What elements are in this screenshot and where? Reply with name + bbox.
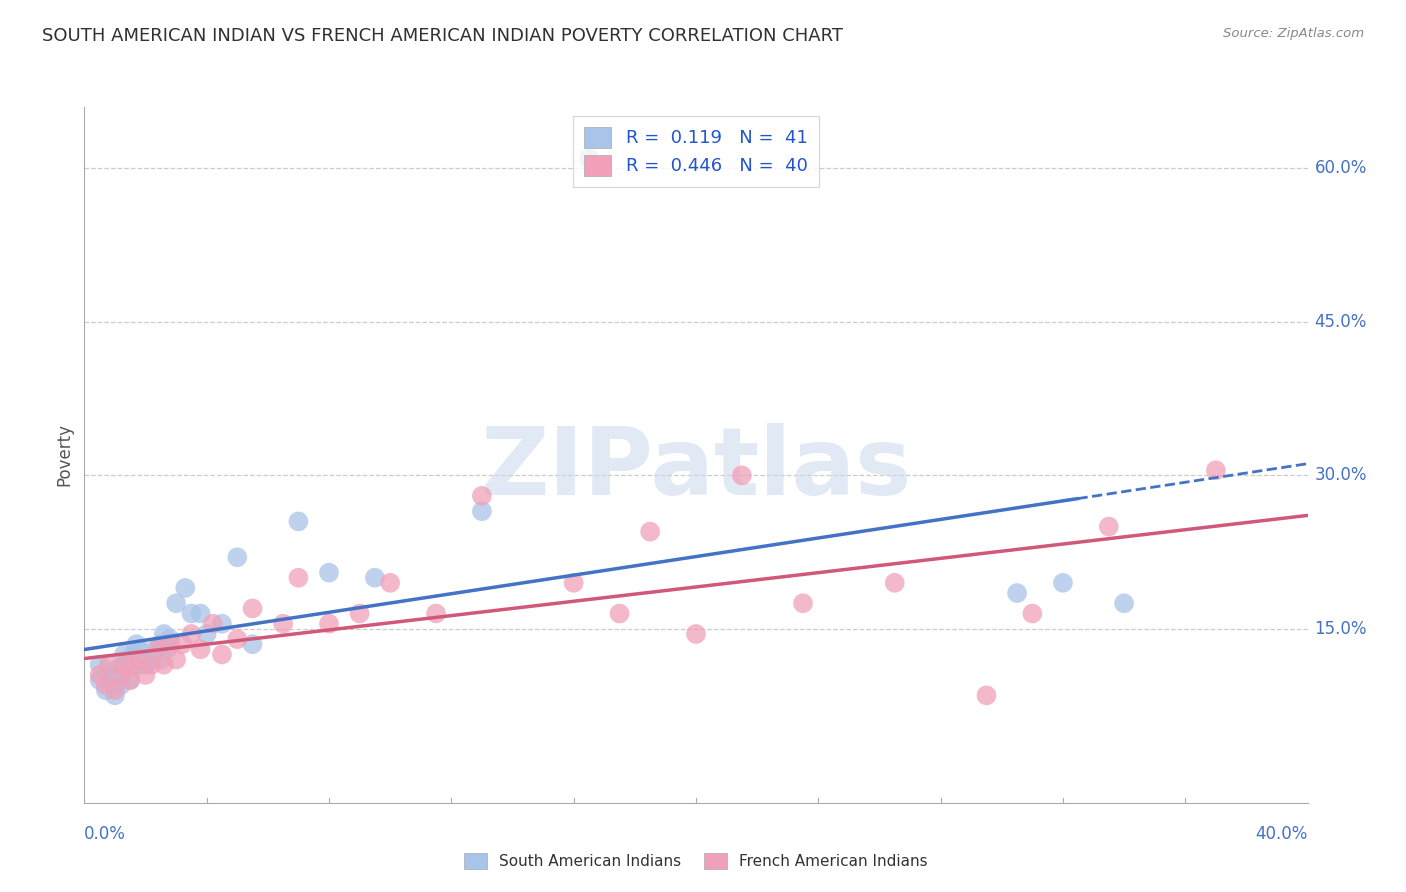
Point	[1005, 586, 1028, 600]
Point	[195, 627, 218, 641]
Point	[287, 571, 309, 585]
Text: 45.0%: 45.0%	[1315, 313, 1367, 331]
Text: SOUTH AMERICAN INDIAN VS FRENCH AMERICAN INDIAN POVERTY CORRELATION CHART: SOUTH AMERICAN INDIAN VS FRENCH AMERICAN…	[42, 27, 844, 45]
Point	[146, 642, 169, 657]
Point	[349, 607, 371, 621]
Point	[94, 683, 117, 698]
Point	[1021, 607, 1043, 621]
Point	[97, 668, 120, 682]
Point	[110, 668, 132, 682]
Point	[180, 607, 202, 621]
Point	[226, 550, 249, 565]
Point	[211, 648, 233, 662]
Point	[976, 689, 998, 703]
Point	[122, 657, 145, 672]
Point	[1098, 519, 1121, 533]
Point	[135, 668, 157, 682]
Text: 60.0%: 60.0%	[1315, 160, 1367, 178]
Text: 15.0%: 15.0%	[1315, 620, 1367, 638]
Point	[112, 648, 135, 662]
Point	[97, 657, 120, 672]
Point	[471, 489, 494, 503]
Point	[104, 689, 127, 703]
Point	[792, 596, 814, 610]
Point	[1114, 596, 1136, 610]
Text: ZIPatlas: ZIPatlas	[481, 423, 911, 515]
Point	[165, 652, 187, 666]
Point	[128, 657, 150, 672]
Point	[609, 607, 631, 621]
Point	[364, 571, 387, 585]
Point	[141, 657, 163, 672]
Legend: South American Indians, French American Indians: South American Indians, French American …	[458, 847, 934, 875]
Point	[153, 657, 176, 672]
Point	[578, 151, 600, 165]
Point	[149, 637, 172, 651]
Y-axis label: Poverty: Poverty	[55, 424, 73, 486]
Point	[122, 648, 145, 662]
Point	[883, 575, 905, 590]
Point	[180, 627, 202, 641]
Point	[287, 515, 309, 529]
Point	[120, 673, 142, 687]
Point	[135, 657, 157, 672]
Point	[89, 673, 111, 687]
Point	[638, 524, 661, 539]
Point	[159, 632, 181, 646]
Point	[174, 581, 197, 595]
Point	[110, 665, 132, 680]
Text: Source: ZipAtlas.com: Source: ZipAtlas.com	[1223, 27, 1364, 40]
Point	[104, 663, 127, 677]
Point	[1052, 575, 1074, 590]
Point	[685, 627, 707, 641]
Point	[94, 678, 117, 692]
Point	[380, 575, 402, 590]
Point	[104, 678, 127, 692]
Point	[149, 652, 172, 666]
Point	[271, 616, 294, 631]
Point	[190, 642, 212, 657]
Point	[318, 566, 340, 580]
Point	[156, 642, 179, 657]
Point	[190, 607, 212, 621]
Point	[226, 632, 249, 646]
Point	[104, 683, 127, 698]
Point	[172, 637, 194, 651]
Text: 40.0%: 40.0%	[1256, 825, 1308, 843]
Point	[153, 627, 176, 641]
Point	[128, 642, 150, 657]
Point	[89, 668, 111, 682]
Point	[471, 504, 494, 518]
Point	[562, 575, 585, 590]
Point	[201, 616, 224, 631]
Point	[165, 596, 187, 610]
Point	[112, 657, 135, 672]
Text: 30.0%: 30.0%	[1315, 467, 1367, 484]
Point	[125, 637, 148, 651]
Point	[159, 637, 181, 651]
Point	[120, 673, 142, 687]
Point	[120, 657, 142, 672]
Point	[141, 652, 163, 666]
Text: 0.0%: 0.0%	[84, 825, 127, 843]
Point	[211, 616, 233, 631]
Point	[110, 678, 132, 692]
Point	[242, 637, 264, 651]
Point	[112, 657, 135, 672]
Point	[143, 642, 166, 657]
Point	[731, 468, 754, 483]
Point	[425, 607, 447, 621]
Point	[242, 601, 264, 615]
Point	[318, 616, 340, 631]
Point	[1205, 463, 1227, 477]
Point	[128, 652, 150, 666]
Point	[89, 657, 111, 672]
